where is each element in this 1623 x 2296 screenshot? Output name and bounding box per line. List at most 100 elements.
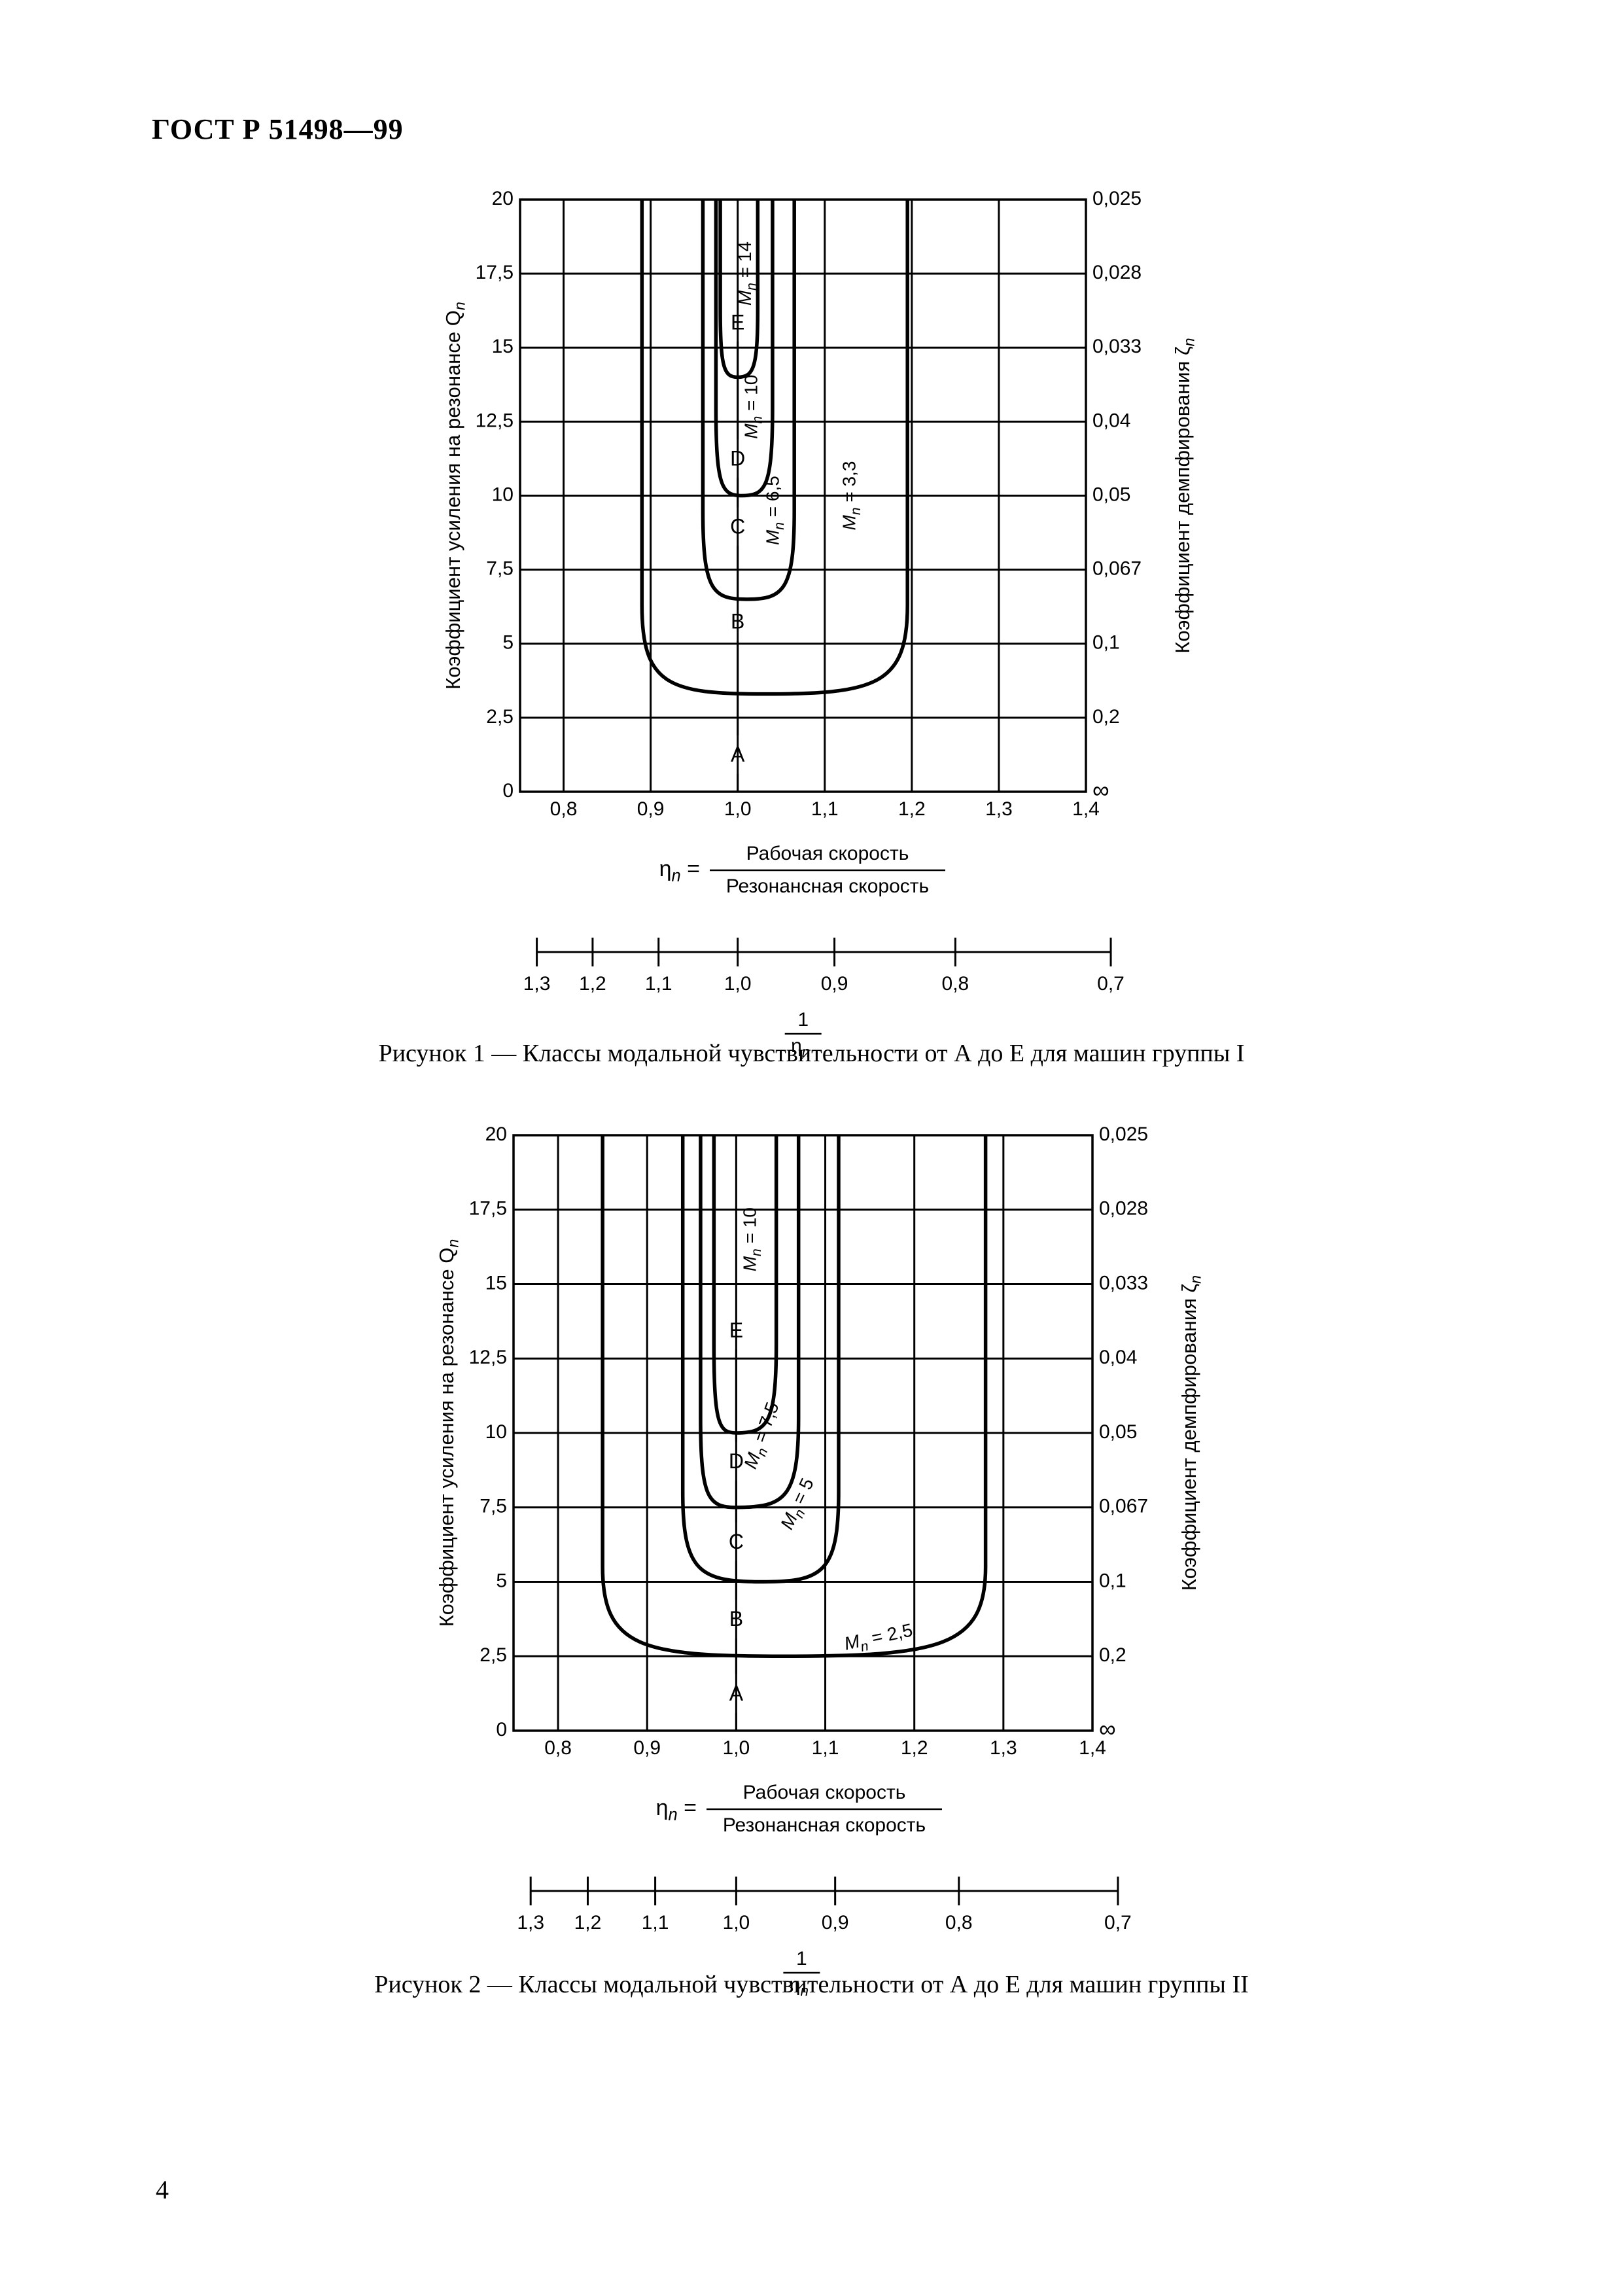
curve-M-10 (712, 1135, 778, 1435)
y2-tick-label: 0,2 (1099, 1644, 1126, 1666)
inverse-eta-tick-label: 0,7 (1097, 973, 1125, 995)
y2-tick-label: 0,05 (1099, 1421, 1137, 1443)
curve-label: Mn = 10 (741, 375, 765, 439)
y-tick-label: 5 (502, 632, 514, 654)
inverse-eta-tick-label: 1,1 (645, 973, 672, 995)
plot-frame (512, 1134, 1094, 1732)
class-letter-A: A (729, 1682, 744, 1705)
curve-label: Mn = 3,3 (839, 461, 864, 531)
x-axis-formula-denominator: Резонансная скорость (723, 1814, 926, 1836)
x-tick-label: 1,0 (724, 798, 752, 820)
y-tick-label: 12,5 (469, 1347, 507, 1368)
y2-tick-label: ∞ (1099, 1716, 1116, 1742)
y-tick-label: 0 (502, 780, 514, 802)
inverse-eta-tick-label: 1,2 (574, 1912, 602, 1934)
y-tick-label: 17,5 (469, 1198, 507, 1220)
inverse-eta-label-denominator: ηn (790, 1974, 809, 1999)
inverse-eta-tick-label: 0,9 (821, 973, 848, 995)
figure-2-chart: 0,8 0,9 1,0 1,1 1,2 1,3 1,4 0 2,5 5 7,5 10 12,5 15 17,… (435, 1123, 1204, 1999)
y-axis-title: Коэффициент усиления на резонансе Qn (442, 302, 468, 690)
y2-tick-label: 0,028 (1099, 1198, 1148, 1220)
x-tick-label: 0,9 (637, 798, 665, 820)
curve-label: Mn = 7,5 (741, 1400, 787, 1473)
y-tick-label: 17,5 (476, 262, 514, 283)
y-tick-label: 7,5 (486, 558, 514, 580)
figure-1-chart: 0,8 0,9 1,0 1,1 1,2 1,3 1,4 0 2,5 5 7,5 10 12,5 15 17,… (442, 188, 1197, 1060)
page-number: 4 (156, 2175, 169, 2204)
y2-tick-label: 0,067 (1099, 1496, 1148, 1517)
y-tick-label: 7,5 (480, 1496, 507, 1517)
x-axis-formula-denominator: Резонансная скорость (726, 875, 929, 897)
curve-M-2-5 (601, 1135, 988, 1659)
curve-M-5 (680, 1135, 841, 1584)
plot-grid (520, 198, 1087, 793)
y2-tick-label: 0,067 (1092, 558, 1142, 580)
curve-M-7-5 (699, 1135, 801, 1510)
curve-label: Mn = 5 (777, 1475, 821, 1534)
class-letter-A: A (731, 743, 745, 766)
inverse-eta-tick-label: 1,1 (642, 1912, 669, 1934)
plot-grid (514, 1134, 1094, 1732)
inverse-eta-tick-label: 0,7 (1104, 1912, 1132, 1934)
y-tick-label: 15 (492, 336, 514, 357)
inverse-eta-label-denominator: ηn (791, 1035, 810, 1060)
class-letter-C: C (730, 515, 745, 539)
y2-axis-title: Коэффициент демпфирования ζn (1171, 338, 1197, 653)
x-tick-label: 1,4 (1079, 1737, 1106, 1759)
curve-label: Mn = 14 (735, 241, 759, 306)
x-tick-label: 1,2 (898, 798, 926, 820)
inverse-eta-tick-label: 1,3 (517, 1912, 544, 1934)
y-tick-label: 5 (496, 1570, 507, 1591)
curve-M-10 (714, 200, 775, 498)
y-tick-label: 20 (485, 1123, 507, 1145)
x-tick-label: 1,4 (1072, 798, 1100, 820)
x-tick-label: 1,0 (723, 1737, 750, 1759)
y-tick-label: 0 (496, 1719, 507, 1740)
inverse-eta-tick-label: 0,9 (822, 1912, 849, 1934)
inverse-eta-tick-label: 1,0 (724, 973, 752, 995)
y-tick-label: 15 (485, 1272, 507, 1294)
inverse-eta-tick-label: 0,8 (945, 1912, 973, 1934)
curve-M-14 (718, 200, 760, 380)
x-tick-label: 1,3 (985, 798, 1013, 820)
y2-tick-label: 0,028 (1092, 262, 1142, 283)
figure-1-caption: Рисунок 1 — Классы модальной чувствитель… (378, 1040, 1245, 1067)
class-letter-B: B (731, 610, 744, 633)
y-tick-label: 2,5 (480, 1644, 507, 1666)
inverse-eta-tick-label: 1,3 (523, 973, 551, 995)
class-letter-E: E (731, 311, 744, 334)
inverse-eta-tick-label: 1,2 (579, 973, 606, 995)
y2-tick-label: 0,025 (1092, 188, 1142, 209)
y-tick-label: 10 (492, 484, 514, 505)
x-tick-label: 1,3 (990, 1737, 1017, 1759)
y2-tick-label: 0,025 (1099, 1123, 1148, 1145)
figure-2-caption: Рисунок 2 — Классы модальной чувствитель… (374, 1971, 1249, 1998)
class-letter-E: E (729, 1318, 743, 1342)
x-axis-formula-numerator: Рабочая скорость (743, 1782, 906, 1803)
x-tick-label: 1,1 (812, 1737, 839, 1759)
inverse-eta-label-numerator: 1 (797, 1009, 809, 1031)
y2-tick-label: 0,04 (1099, 1347, 1137, 1368)
inverse-eta-tick-label: 0,8 (942, 973, 969, 995)
plot-frame (519, 198, 1087, 793)
y-tick-label: 12,5 (476, 410, 514, 431)
y2-axis-title: Коэффициент демпфирования ζn (1178, 1275, 1204, 1591)
curve-M-3-3 (640, 200, 909, 696)
x-tick-label: 0,8 (550, 798, 578, 820)
x-tick-label: 1,2 (901, 1737, 928, 1759)
x-axis-formula-numerator: Рабочая скорость (746, 843, 909, 864)
class-letter-C: C (729, 1530, 744, 1553)
y2-tick-label: 0,033 (1099, 1272, 1148, 1294)
y-tick-label: 10 (485, 1421, 507, 1443)
document-header: ГОСТ Р 51498—99 (152, 113, 404, 145)
y2-tick-label: 0,04 (1092, 410, 1130, 431)
x-tick-label: 0,9 (633, 1737, 661, 1759)
inverse-eta-tick-label: 1,0 (723, 1912, 750, 1934)
x-tick-label: 0,8 (544, 1737, 572, 1759)
y2-tick-label: 0,1 (1099, 1570, 1126, 1591)
curve-label: Mn = 10 (740, 1207, 764, 1271)
curve-label: Mn = 6,5 (763, 476, 787, 545)
class-letter-D: D (729, 1449, 744, 1473)
x-axis-formula-lhs: ηn = (659, 857, 700, 885)
y-tick-label: 2,5 (486, 706, 514, 728)
